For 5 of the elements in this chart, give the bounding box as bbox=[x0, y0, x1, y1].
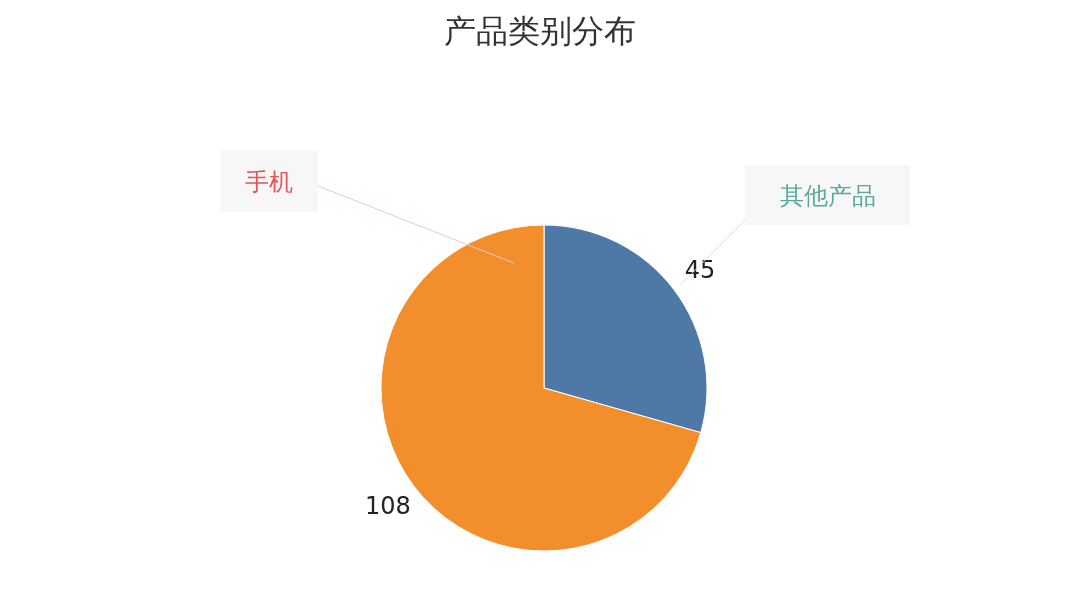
data-label: 108 bbox=[365, 491, 411, 520]
chart-title: 产品类别分布 bbox=[444, 12, 636, 50]
slice-label: 手机 bbox=[245, 168, 293, 196]
data-label: 45 bbox=[684, 256, 716, 285]
slice-label: 其他产品 bbox=[779, 182, 876, 210]
